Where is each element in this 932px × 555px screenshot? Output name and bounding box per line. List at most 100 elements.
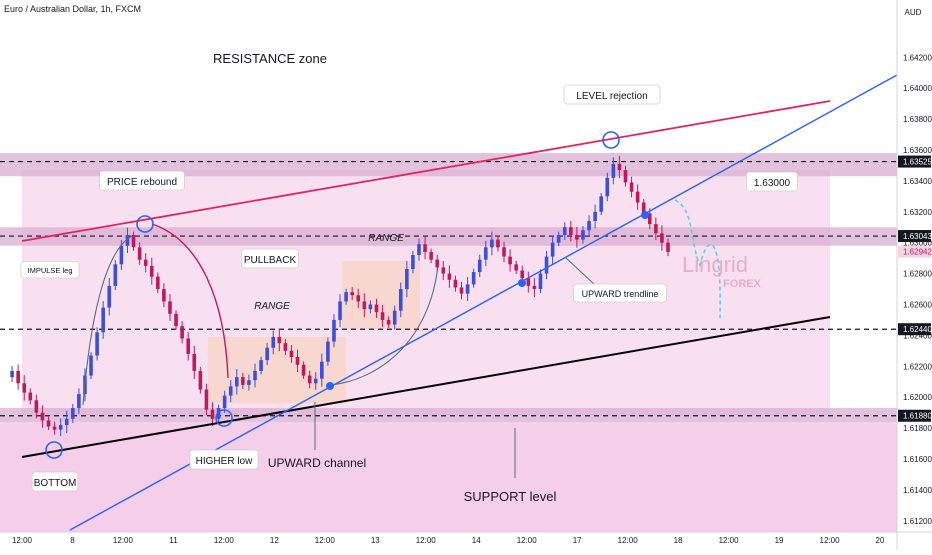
label-level-rejection-text: LEVEL rejection bbox=[576, 91, 647, 102]
symbol-title: Euro / Australian Dollar, 1h, FXCM bbox=[4, 4, 142, 14]
candle-body bbox=[71, 408, 75, 419]
x-tick-label-6: 12 bbox=[270, 536, 279, 545]
y-tick-label-15: 1.61400 bbox=[903, 486, 932, 495]
y-tick-label-1: 1.64200 bbox=[903, 53, 932, 62]
label-pullback-text: PULLBACK bbox=[244, 255, 297, 266]
candle-body bbox=[380, 312, 385, 320]
candle-body bbox=[265, 347, 269, 361]
candle-body bbox=[168, 301, 172, 314]
candle-body bbox=[107, 285, 112, 308]
candle-body bbox=[599, 196, 603, 212]
y-tick-label-14: 1.61600 bbox=[903, 455, 932, 464]
watermark-sub: FOREX bbox=[723, 278, 762, 290]
candle-body bbox=[483, 247, 488, 260]
candle-body bbox=[459, 287, 464, 294]
label-pullback-box bbox=[241, 248, 299, 269]
candle-body bbox=[344, 292, 348, 302]
candle-body bbox=[453, 279, 458, 288]
label-target-price-text: 1.63000 bbox=[754, 178, 791, 189]
watermark-brand: Lingrid bbox=[682, 252, 748, 277]
x-tick-label-7: 12:00 bbox=[315, 536, 336, 545]
candle-body bbox=[520, 270, 525, 279]
label-support-level: SUPPORT level bbox=[464, 489, 557, 504]
x-tick-label-18: 20 bbox=[876, 536, 885, 545]
y-tick-label-6: 1.63200 bbox=[903, 208, 932, 217]
candle-body bbox=[617, 163, 622, 171]
candle-body bbox=[490, 239, 494, 248]
candle-body bbox=[10, 370, 14, 378]
y-tick-label-2: 1.64000 bbox=[903, 84, 932, 93]
candle-body bbox=[137, 247, 142, 260]
event-marker-2 bbox=[136, 215, 154, 233]
x-tick-label-15: 12:00 bbox=[719, 536, 740, 545]
candle-body bbox=[562, 227, 567, 235]
currency-label: AUD bbox=[905, 8, 922, 17]
resistance-trendline bbox=[21, 100, 831, 242]
channel-zone bbox=[22, 170, 830, 416]
candle-body bbox=[156, 276, 160, 290]
candle-body bbox=[477, 259, 482, 273]
x-tick-label-10: 14 bbox=[472, 536, 481, 545]
candles bbox=[10, 155, 670, 437]
candle-body bbox=[131, 234, 136, 248]
candle-body bbox=[647, 213, 652, 225]
y-tick-label-3: 1.63800 bbox=[903, 115, 932, 124]
candle-body bbox=[550, 242, 555, 257]
x-tick-label-9: 12:00 bbox=[416, 536, 437, 545]
candle-body bbox=[587, 221, 591, 231]
candle-body bbox=[241, 377, 245, 385]
candle-body bbox=[89, 355, 93, 376]
candle-body bbox=[186, 338, 191, 354]
touch-point-2 bbox=[518, 279, 526, 287]
label-impulse-leg-box bbox=[20, 261, 80, 279]
label-upward-channel: UPWARD channel bbox=[268, 456, 366, 470]
candle-body bbox=[125, 234, 130, 246]
label-price-rebound-box bbox=[99, 170, 185, 191]
price-label-5: 1.61880 bbox=[903, 412, 932, 421]
candle-body bbox=[259, 360, 263, 371]
price-label-bg-2 bbox=[898, 230, 931, 243]
candle-body bbox=[28, 392, 33, 401]
candle-body bbox=[532, 285, 537, 290]
candle-body bbox=[623, 170, 628, 183]
candle-body bbox=[46, 420, 51, 427]
candle-body bbox=[119, 245, 124, 265]
candle-body bbox=[526, 278, 531, 286]
x-tick-label-11: 12:00 bbox=[517, 536, 538, 545]
label-impulse-leg: IMPULSE leg bbox=[20, 261, 80, 279]
candle-body bbox=[222, 395, 227, 409]
label-bottom-text: BOTTOM bbox=[34, 478, 77, 489]
label-range-2-text: RANGE bbox=[368, 233, 404, 244]
candle-body bbox=[435, 259, 440, 268]
x-tick-label-2: 8 bbox=[70, 536, 75, 545]
candle-body bbox=[544, 256, 549, 274]
candle-body bbox=[338, 301, 342, 320]
candle-body bbox=[52, 426, 57, 430]
candle-body bbox=[192, 353, 197, 371]
candle-body bbox=[64, 418, 69, 426]
label-upward-trendline: UPWARD trendline bbox=[573, 283, 667, 303]
range-arrow bbox=[329, 264, 439, 386]
x-tick-label-17: 12:00 bbox=[820, 536, 841, 545]
candle-body bbox=[34, 400, 39, 413]
y-tick-label-13: 1.61800 bbox=[903, 424, 932, 433]
label-range-1-text: RANGE bbox=[254, 301, 290, 312]
candle-body bbox=[320, 361, 324, 379]
candle-body bbox=[641, 202, 646, 214]
candle-body bbox=[174, 313, 178, 327]
price-label-bg-4 bbox=[898, 323, 931, 336]
candle-body bbox=[113, 264, 118, 286]
x-tick-label-3: 12:00 bbox=[113, 536, 134, 545]
zone-band-3 bbox=[0, 227, 897, 246]
label-target-price: 1.63000 bbox=[746, 171, 799, 192]
candle-body bbox=[514, 264, 518, 271]
candle-body bbox=[271, 336, 276, 348]
candle-body bbox=[277, 336, 282, 344]
candle-body bbox=[368, 304, 373, 310]
candle-body bbox=[350, 292, 354, 296]
label-level-rejection: LEVEL rejection bbox=[563, 84, 661, 105]
candle-body bbox=[611, 163, 616, 178]
label-upward-channel-text: UPWARD channel bbox=[268, 456, 366, 470]
